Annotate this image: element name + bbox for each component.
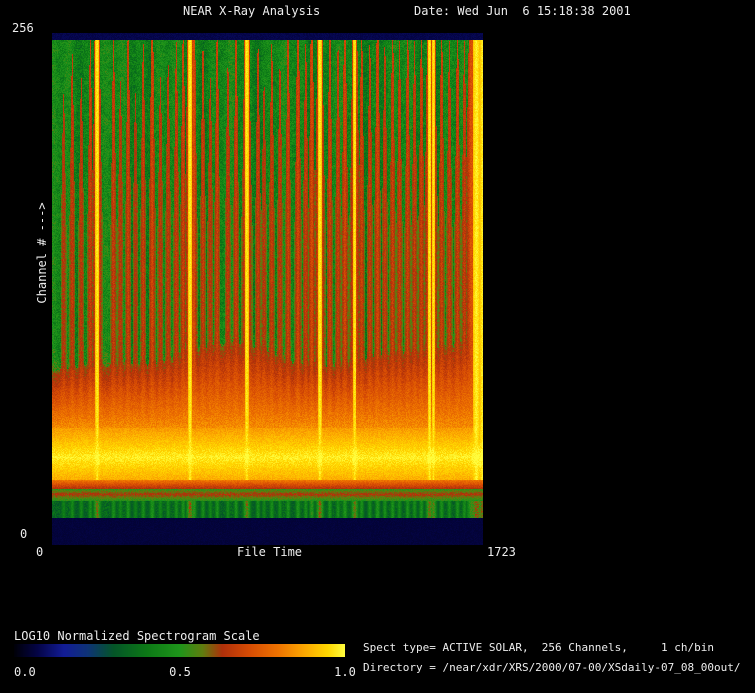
x-axis-title: File Time [237,545,303,559]
y-axis-max-label: 256 [12,21,34,35]
spect-type-line: Spect type= ACTIVE SOLAR, 256 Channels, … [363,641,714,654]
spectrogram-image [52,33,483,545]
x-axis-max-label: 1723 [487,545,516,559]
y-axis-min-label: 0 [20,527,28,541]
colorbar-label: LOG10 Normalized Spectrogram Scale [14,629,260,643]
y-axis-title: Channel # ---> [35,202,49,304]
page-title: NEAR X-Ray Analysis [183,4,321,18]
colorbar-tick-1: 0.5 [169,665,191,679]
x-axis-min-label: 0 [36,545,44,559]
header-date: Date: Wed Jun 6 15:18:38 2001 [414,4,631,18]
colorbar-tick-2: 1.0 [334,665,356,679]
colorbar-gradient [14,644,345,657]
directory-line: Directory = /near/xdr/XRS/2000/07-00/XSd… [363,661,741,674]
colorbar-tick-0: 0.0 [14,665,36,679]
